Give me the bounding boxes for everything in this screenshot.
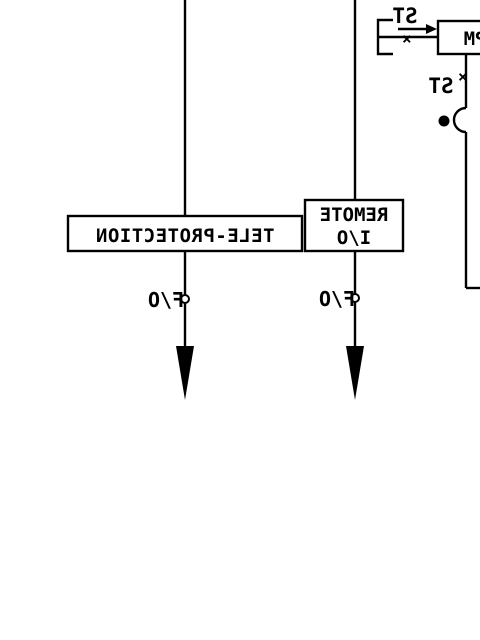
teleprotection-label: TELE-PROTECTION	[95, 225, 274, 247]
remote-io-fiber-node	[350, 293, 360, 303]
st-mid-cross-mark: ×	[458, 67, 468, 86]
remote-io-fiber-label: F/O	[319, 287, 355, 311]
contact-dot	[438, 115, 450, 127]
contact-arc	[452, 106, 467, 134]
st-arrow-head	[426, 24, 437, 34]
remote-io-box	[303, 198, 405, 253]
remote-io-label-line1: REMOTE	[320, 204, 389, 226]
mpm-box-label: MPM	[464, 28, 480, 50]
teleprotection-arrowhead	[176, 346, 194, 400]
mpm-box	[436, 19, 480, 56]
teleprotection-box	[66, 214, 304, 253]
st-mid-label: ST	[428, 74, 453, 98]
remote-io-label-line2: I/O	[337, 227, 371, 249]
teleprotection-fiber-label: F/O	[148, 288, 184, 312]
teleprotection-fiber-node	[180, 294, 190, 304]
st-top-label: ST	[392, 4, 417, 28]
remote-io-arrowhead	[346, 346, 364, 400]
st-cross-mark: ×	[402, 29, 412, 48]
